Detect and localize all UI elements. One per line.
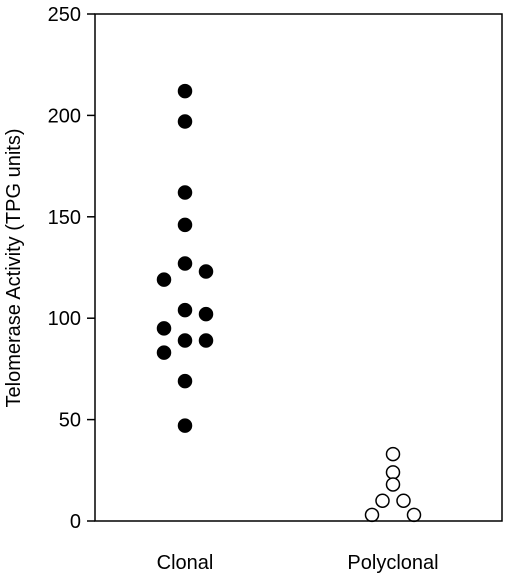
data-point-polyclonal-1 <box>385 465 401 480</box>
x-category-label-clonal: Clonal <box>157 552 214 574</box>
data-point-clonal-2 <box>177 185 193 200</box>
data-point-clonal-7 <box>177 302 193 318</box>
data-point-clonal-11 <box>198 333 214 348</box>
data-point-polyclonal-4 <box>396 493 411 508</box>
plot-frame <box>94 13 503 522</box>
data-point-clonal-1 <box>177 114 193 129</box>
data-point-clonal-5 <box>156 272 172 287</box>
y-axis-title: Telomerase Activity (TPG units) <box>3 129 25 408</box>
data-point-clonal-3 <box>177 217 193 233</box>
data-point-clonal-0 <box>177 83 193 99</box>
data-point-clonal-12 <box>156 345 172 360</box>
data-point-clonal-13 <box>177 373 193 389</box>
data-point-clonal-9 <box>156 321 172 336</box>
y-axis-ticks <box>87 13 95 522</box>
data-point-polyclonal-2 <box>385 477 401 492</box>
data-point-clonal-10 <box>177 333 193 348</box>
data-point-polyclonal-6 <box>406 507 422 523</box>
y-axis-tick-labels: 0 50 100 150 200 250 <box>48 4 81 533</box>
data-point-clonal-14 <box>177 418 193 433</box>
y-tick-label-100: 100 <box>48 308 81 330</box>
y-tick-label-150: 150 <box>48 207 81 229</box>
data-point-clonal-8 <box>198 306 214 322</box>
data-point-polyclonal-3 <box>375 493 390 508</box>
y-tick-label-200: 200 <box>48 105 81 127</box>
data-point-polyclonal-0 <box>385 446 401 462</box>
x-axis-category-labels: Clonal Polyclonal <box>157 552 439 574</box>
data-point-clonal-4 <box>177 256 193 271</box>
data-points <box>156 83 422 523</box>
y-tick-label-0: 0 <box>70 511 81 533</box>
y-tick-label-50: 50 <box>59 410 81 432</box>
y-tick-label-250: 250 <box>48 4 81 26</box>
x-category-label-polyclonal: Polyclonal <box>347 552 438 574</box>
data-point-clonal-6 <box>198 264 214 279</box>
data-point-polyclonal-5 <box>364 507 380 523</box>
